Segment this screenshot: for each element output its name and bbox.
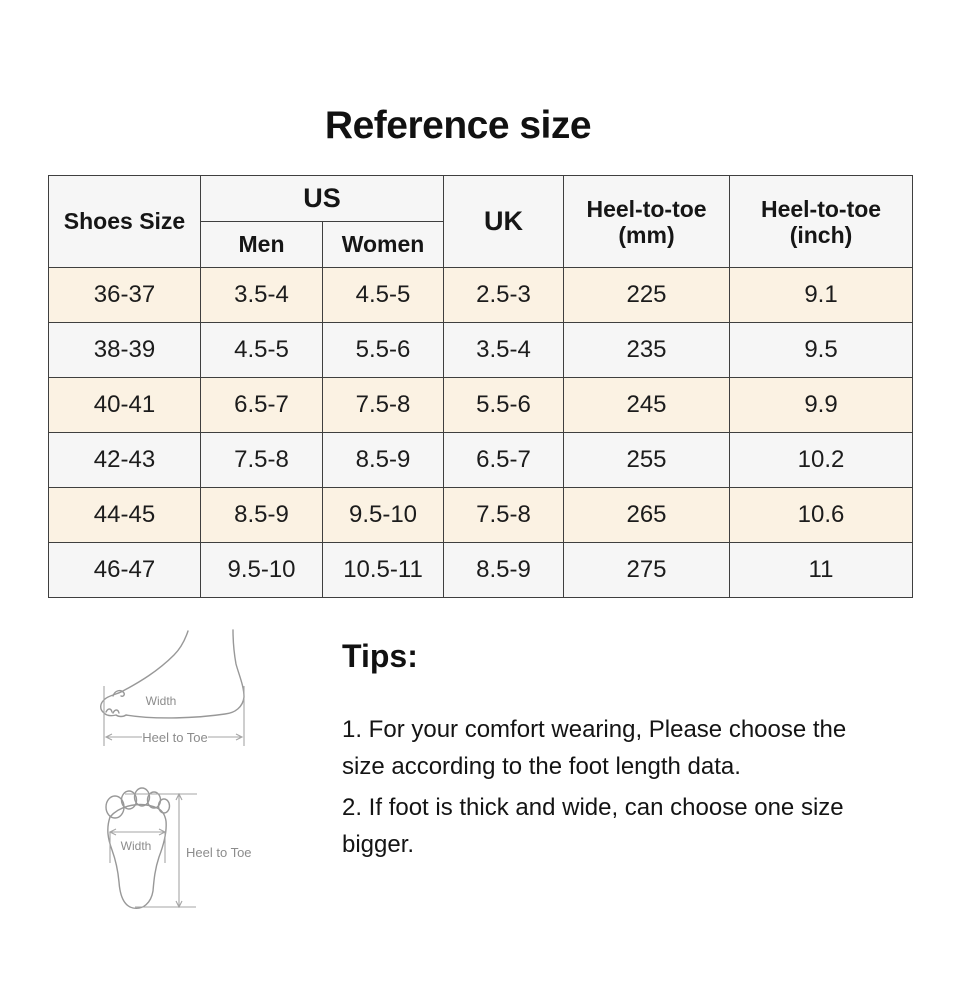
table-cell: 8.5-9	[443, 542, 565, 598]
table-cell: 7.5-8	[443, 487, 565, 543]
table-cell: 10.6	[729, 487, 914, 543]
table-cell: 2.5-3	[443, 267, 565, 323]
table-cell: 235	[563, 322, 731, 378]
table-row: 38-39 4.5-5 5.5-6 3.5-4 235 9.5	[48, 322, 914, 378]
table-cell: 265	[563, 487, 731, 543]
table-row: 42-43 7.5-8 8.5-9 6.5-7 255 10.2	[48, 432, 914, 488]
size-table: Shoes Size US UK Heel-to-toe (mm) Heel-t…	[48, 175, 914, 598]
table-cell: 3.5-4	[443, 322, 565, 378]
table-cell: 4.5-5	[321, 267, 445, 323]
footprint-heel-to-toe-label: Heel to Toe	[186, 845, 252, 860]
table-cell: 36-37	[48, 267, 201, 323]
table-cell: 38-39	[48, 322, 201, 378]
table-cell: 8.5-9	[200, 487, 323, 543]
table-cell: 46-47	[48, 542, 201, 598]
table-cell: 9.1	[729, 267, 914, 323]
tip1-line2: size according to the foot length data.	[342, 753, 741, 780]
table-cell: 3.5-4	[200, 267, 323, 323]
table-cell: 9.5	[729, 322, 914, 378]
footprint-diagram: Width Heel to Toe	[105, 787, 252, 910]
tips-heading: Tips:	[342, 638, 418, 674]
heel-inch-line2: (inch)	[789, 221, 853, 248]
heel-mm-line2: (mm)	[618, 221, 675, 248]
table-cell: 7.5-8	[200, 432, 323, 488]
tip2-line2: bigger.	[342, 831, 415, 858]
footprint-outline	[105, 787, 171, 910]
table-cell: 42-43	[48, 432, 201, 488]
table-cell: 9.5-10	[200, 542, 323, 598]
table-row: 44-45 8.5-9 9.5-10 7.5-8 265 10.6	[48, 487, 914, 543]
header-row-top: Shoes Size US UK Heel-to-toe (mm) Heel-t…	[48, 175, 914, 268]
table-cell: 5.5-6	[321, 322, 445, 378]
table-cell: 7.5-8	[321, 377, 445, 433]
table-cell: 8.5-9	[321, 432, 445, 488]
table-cell: 40-41	[48, 377, 201, 433]
col-header-heel-inch: Heel-to-toe (inch)	[729, 175, 914, 268]
table-cell: 9.9	[729, 377, 914, 433]
col-header-heel-mm: Heel-to-toe (mm)	[563, 175, 731, 268]
foot-side-outline	[100, 629, 245, 719]
col-header-uk: UK	[443, 175, 565, 268]
heel-inch-line1: Heel-to-toe	[760, 195, 882, 222]
heel-mm-line1: Heel-to-toe	[586, 195, 707, 222]
table-cell: 10.5-11	[321, 542, 445, 598]
footprint-width-dimension	[108, 828, 167, 863]
col-header-us-women: Women	[321, 221, 445, 268]
col-header-us-group: US	[199, 175, 445, 222]
page-title: Reference size	[324, 104, 592, 147]
table-cell: 255	[563, 432, 731, 488]
table-cell: 9.5-10	[321, 487, 445, 543]
side-foot-diagram: Width Heel to Toe	[100, 629, 245, 746]
side-width-label: Width	[146, 694, 177, 708]
col-header-shoes-size: Shoes Size	[48, 175, 201, 268]
col-header-us-men: Men	[200, 221, 323, 268]
table-cell: 6.5-7	[200, 377, 323, 433]
tip-item-1: 1. For your comfort wearing, Please choo…	[342, 711, 887, 785]
header-row-sub: Men Women	[49, 221, 913, 268]
table-cell: 225	[563, 267, 731, 323]
footprint-width-label: Width	[121, 839, 152, 853]
table-cell: 5.5-6	[443, 377, 565, 433]
table-cell: 11	[729, 542, 914, 598]
table-cell: 245	[563, 377, 731, 433]
table-cell: 44-45	[48, 487, 201, 543]
table-row: 46-47 9.5-10 10.5-11 8.5-9 275 11	[48, 542, 914, 598]
tips-section: 1. For your comfort wearing, Please choo…	[342, 711, 887, 867]
tip2-line1: 2. If foot is thick and wide, can choose…	[342, 794, 844, 821]
table-cell: 10.2	[729, 432, 914, 488]
tip-item-2: 2. If foot is thick and wide, can choose…	[342, 789, 887, 863]
size-table-header: Shoes Size US UK Heel-to-toe (mm) Heel-t…	[48, 175, 914, 268]
table-cell: 6.5-7	[443, 432, 565, 488]
table-cell: 275	[563, 542, 731, 598]
tip1-line1: 1. For your comfort wearing, Please choo…	[342, 716, 847, 743]
footprint-length-dimension	[125, 792, 197, 909]
table-row: 40-41 6.5-7 7.5-8 5.5-6 245 9.9	[48, 377, 914, 433]
table-cell: 4.5-5	[200, 322, 323, 378]
side-heel-to-toe-label: Heel to Toe	[142, 730, 208, 745]
heel-to-toe-dimension	[103, 686, 245, 746]
table-row: 36-37 3.5-4 4.5-5 2.5-3 225 9.1	[48, 267, 914, 323]
